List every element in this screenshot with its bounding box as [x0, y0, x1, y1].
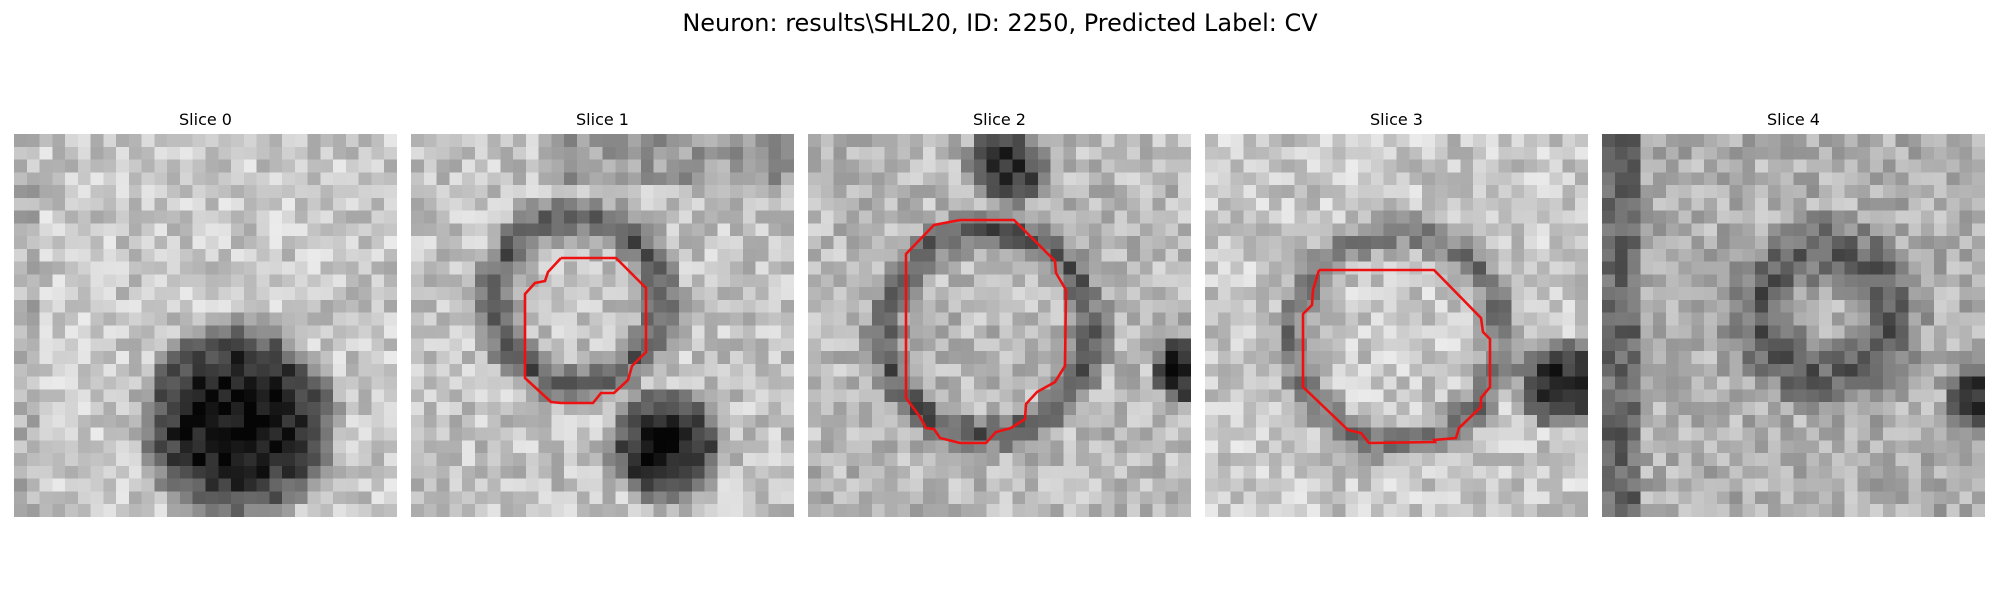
slice-0-panel [14, 134, 397, 517]
slice-1-contour [523, 256, 648, 405]
slice-1-title: Slice 1 [576, 110, 629, 129]
slice-2-overlay [904, 218, 1068, 445]
figure-title: Neuron: results\SHL20, ID: 2250, Predict… [682, 9, 1318, 37]
slice-2-title: Slice 2 [973, 110, 1026, 129]
slice-3-contour [1301, 268, 1492, 445]
slice-0-title: Slice 0 [179, 110, 232, 129]
slice-3-image [1205, 134, 1588, 517]
slice-4-image [1602, 134, 1985, 517]
slice-3-title: Slice 3 [1370, 110, 1423, 129]
slice-4-title: Slice 4 [1767, 110, 1820, 129]
slice-3-panel [1205, 134, 1588, 517]
slice-1-panel [411, 134, 794, 517]
slice-2-panel [808, 134, 1191, 517]
slice-4-panel [1602, 134, 1985, 517]
slice-2-contour [904, 218, 1068, 445]
slice-1-overlay [523, 256, 648, 405]
slice-0-image [14, 134, 397, 517]
slice-1-image [411, 134, 794, 517]
slice-3-overlay [1301, 268, 1492, 445]
slice-2-image [808, 134, 1191, 517]
